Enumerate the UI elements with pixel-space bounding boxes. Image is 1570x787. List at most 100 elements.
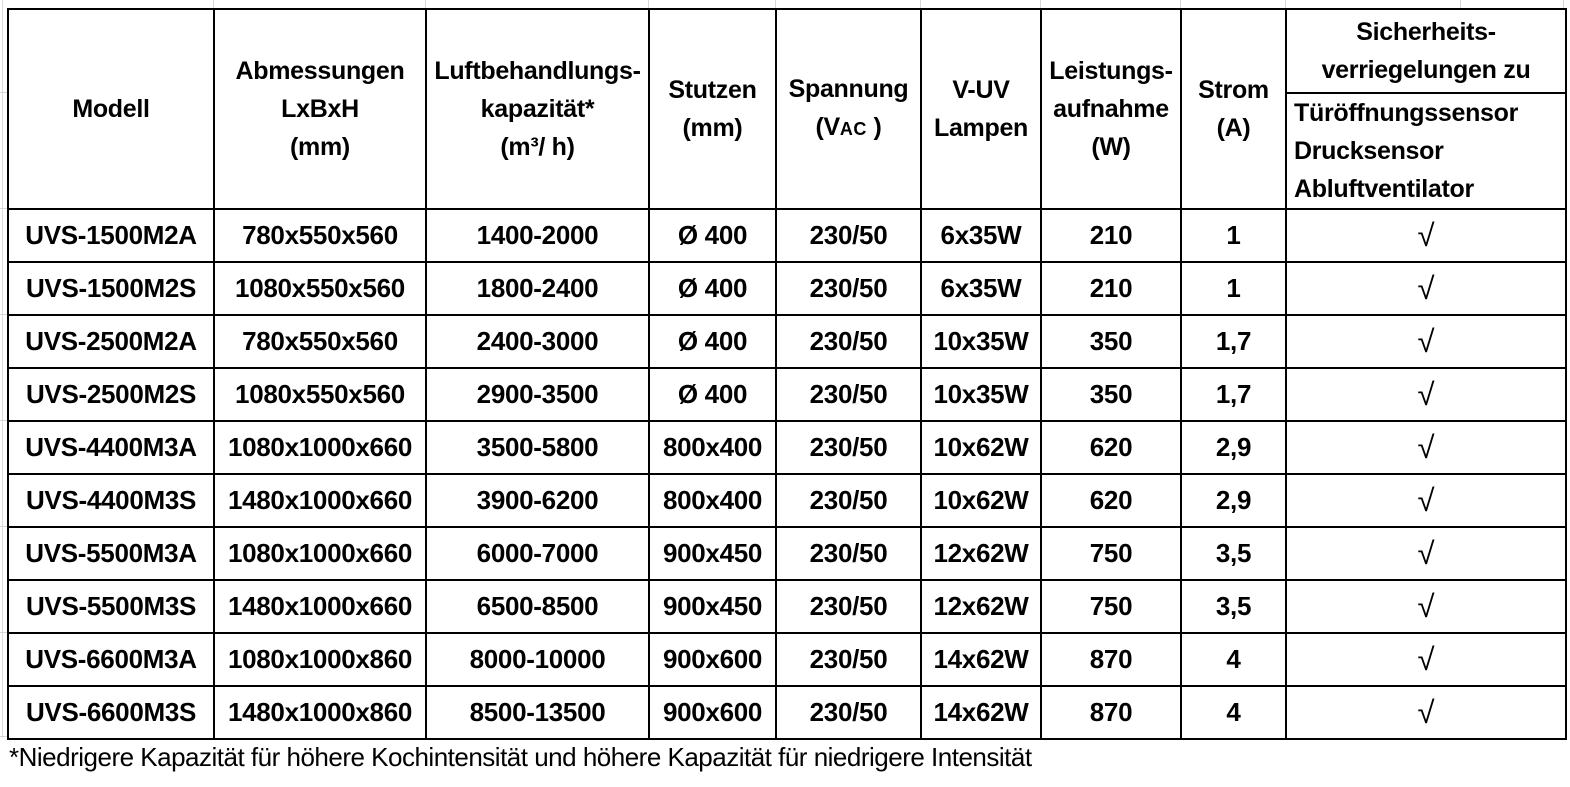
cell-lamps: 12x62W	[920, 526, 1042, 581]
cell-voltage: 230/50	[775, 579, 922, 634]
cell-lamps: 10x62W	[920, 473, 1042, 528]
cell-voltage: 230/50	[775, 526, 922, 581]
cell-stutzen: 900x450	[648, 526, 777, 581]
cell-dimensions: 1080x1000x660	[213, 420, 427, 475]
column-header-vuv-lampen: V-UV Lampen	[920, 8, 1042, 210]
cell-stutzen: Ø 400	[648, 314, 777, 369]
table-row: UVS-5500M3S 1480x1000x660 6500-8500 900x…	[7, 579, 1567, 634]
cell-dimensions: 780x550x560	[213, 208, 427, 263]
interlock-checkmark: √	[1285, 526, 1567, 581]
vac-open: (V	[815, 113, 840, 141]
column-header-leistungsaufnahme: Leistungs- aufnahme (W)	[1040, 8, 1182, 210]
cell-capacity: 2400-3000	[425, 314, 650, 369]
interlock-checkmark: √	[1285, 632, 1567, 687]
column-header-sicherheitsverriegelungen: Sicherheits- verriegelungen zu Türöffnun…	[1285, 8, 1567, 210]
header-line: LxBxH	[281, 95, 359, 123]
cell-voltage: 230/50	[775, 261, 922, 316]
gridline	[920, 0, 921, 9]
cell-lamps: 10x35W	[920, 367, 1042, 422]
cell-power: 210	[1040, 261, 1182, 316]
cell-current: 2,9	[1180, 420, 1287, 475]
cell-power: 620	[1040, 473, 1182, 528]
cell-dimensions: 1080x1000x660	[213, 526, 427, 581]
interlock-checkmark: √	[1285, 420, 1567, 475]
cell-current: 1,7	[1180, 314, 1287, 369]
header-line: Türöffnungssensor	[1294, 99, 1519, 127]
cell-current: 1	[1180, 208, 1287, 263]
cell-model: UVS-5500M3A	[7, 526, 215, 581]
gridline	[0, 632, 7, 633]
cell-model: UVS-1500M2S	[7, 261, 215, 316]
gridline	[1460, 0, 1461, 9]
gridline	[0, 314, 7, 315]
cell-voltage: 230/50	[775, 314, 922, 369]
table-row: UVS-6600M3A 1080x1000x860 8000-10000 900…	[7, 632, 1567, 687]
gridline	[0, 736, 7, 737]
header-line: Luftbehandlungs-	[434, 57, 641, 85]
table-row: UVS-2500M2A 780x550x560 2400-3000 Ø 400 …	[7, 314, 1567, 369]
cell-lamps: 10x62W	[920, 420, 1042, 475]
cell-capacity: 8000-10000	[425, 632, 650, 687]
vac-smallcaps: AC	[839, 119, 867, 139]
cell-model: UVS-2500M2S	[7, 367, 215, 422]
header-line: Drucksensor	[1294, 137, 1444, 165]
header-row: Modell Abmessungen LxBxH (mm) Luftbehand…	[7, 8, 1567, 210]
cell-current: 4	[1180, 685, 1287, 740]
column-header-kapazitaet: Luftbehandlungs- kapazität* (m³/ h)	[425, 8, 650, 210]
interlock-checkmark: √	[1285, 208, 1567, 263]
header-line: (mm)	[290, 133, 350, 161]
column-header-spannung: Spannung (VAC )	[775, 8, 922, 210]
header-line: Modell	[72, 95, 150, 123]
cell-stutzen: Ø 400	[648, 367, 777, 422]
cell-current: 3,5	[1180, 579, 1287, 634]
table-row: UVS-1500M2A 780x550x560 1400-2000 Ø 400 …	[7, 208, 1567, 263]
cell-power: 750	[1040, 526, 1182, 581]
gridline	[1563, 0, 1564, 9]
gridline	[0, 526, 7, 527]
cell-dimensions: 1080x550x560	[213, 261, 427, 316]
cell-dimensions: 1480x1000x660	[213, 473, 427, 528]
cell-capacity: 2900-3500	[425, 367, 650, 422]
gridline	[2, 0, 3, 738]
safety-header-wrap: Sicherheits- verriegelungen zu Türöffnun…	[1288, 11, 1564, 206]
header-line: Abmessungen	[235, 57, 405, 85]
cell-voltage: 230/50	[775, 367, 922, 422]
capacity-footnote: *Niedrigere Kapazität für höhere Kochint…	[9, 742, 1032, 772]
header-line: Spannung	[788, 75, 909, 103]
table-row: UVS-4400M3S 1480x1000x660 3900-6200 800x…	[7, 473, 1567, 528]
interlock-checkmark: √	[1285, 473, 1567, 528]
column-header-modell: Modell	[7, 8, 215, 210]
cell-model: UVS-4400M3S	[7, 473, 215, 528]
cell-voltage: 230/50	[775, 208, 922, 263]
header-line-vac: (VAC )	[778, 108, 919, 148]
cell-model: UVS-6600M3S	[7, 685, 215, 740]
cell-capacity: 3500-5800	[425, 420, 650, 475]
header-line: Stutzen	[668, 76, 757, 104]
cell-stutzen: 900x450	[648, 579, 777, 634]
column-header-stutzen: Stutzen (mm)	[648, 8, 777, 210]
cell-dimensions: 1080x1000x860	[213, 632, 427, 687]
cell-capacity: 1400-2000	[425, 208, 650, 263]
cell-power: 350	[1040, 314, 1182, 369]
gridline	[1180, 0, 1181, 9]
cell-dimensions: 1080x550x560	[213, 367, 427, 422]
cell-lamps: 10x35W	[920, 314, 1042, 369]
header-line: Strom	[1198, 76, 1269, 104]
cell-voltage: 230/50	[775, 473, 922, 528]
cell-model: UVS-1500M2A	[7, 208, 215, 263]
column-header-strom: Strom (A)	[1180, 8, 1287, 210]
header-line: (m³/ h)	[500, 133, 575, 161]
cell-stutzen: 900x600	[648, 685, 777, 740]
gridline	[1040, 0, 1041, 9]
interlock-checkmark: √	[1285, 314, 1567, 369]
cell-stutzen: 900x600	[648, 632, 777, 687]
gridline	[0, 420, 7, 421]
cell-model: UVS-4400M3A	[7, 420, 215, 475]
safety-header-title: Sicherheits- verriegelungen zu	[1288, 11, 1564, 94]
gridline	[425, 0, 426, 9]
cell-dimensions: 1480x1000x860	[213, 685, 427, 740]
cell-power: 210	[1040, 208, 1182, 263]
cell-lamps: 12x62W	[920, 579, 1042, 634]
cell-capacity: 8500-13500	[425, 685, 650, 740]
